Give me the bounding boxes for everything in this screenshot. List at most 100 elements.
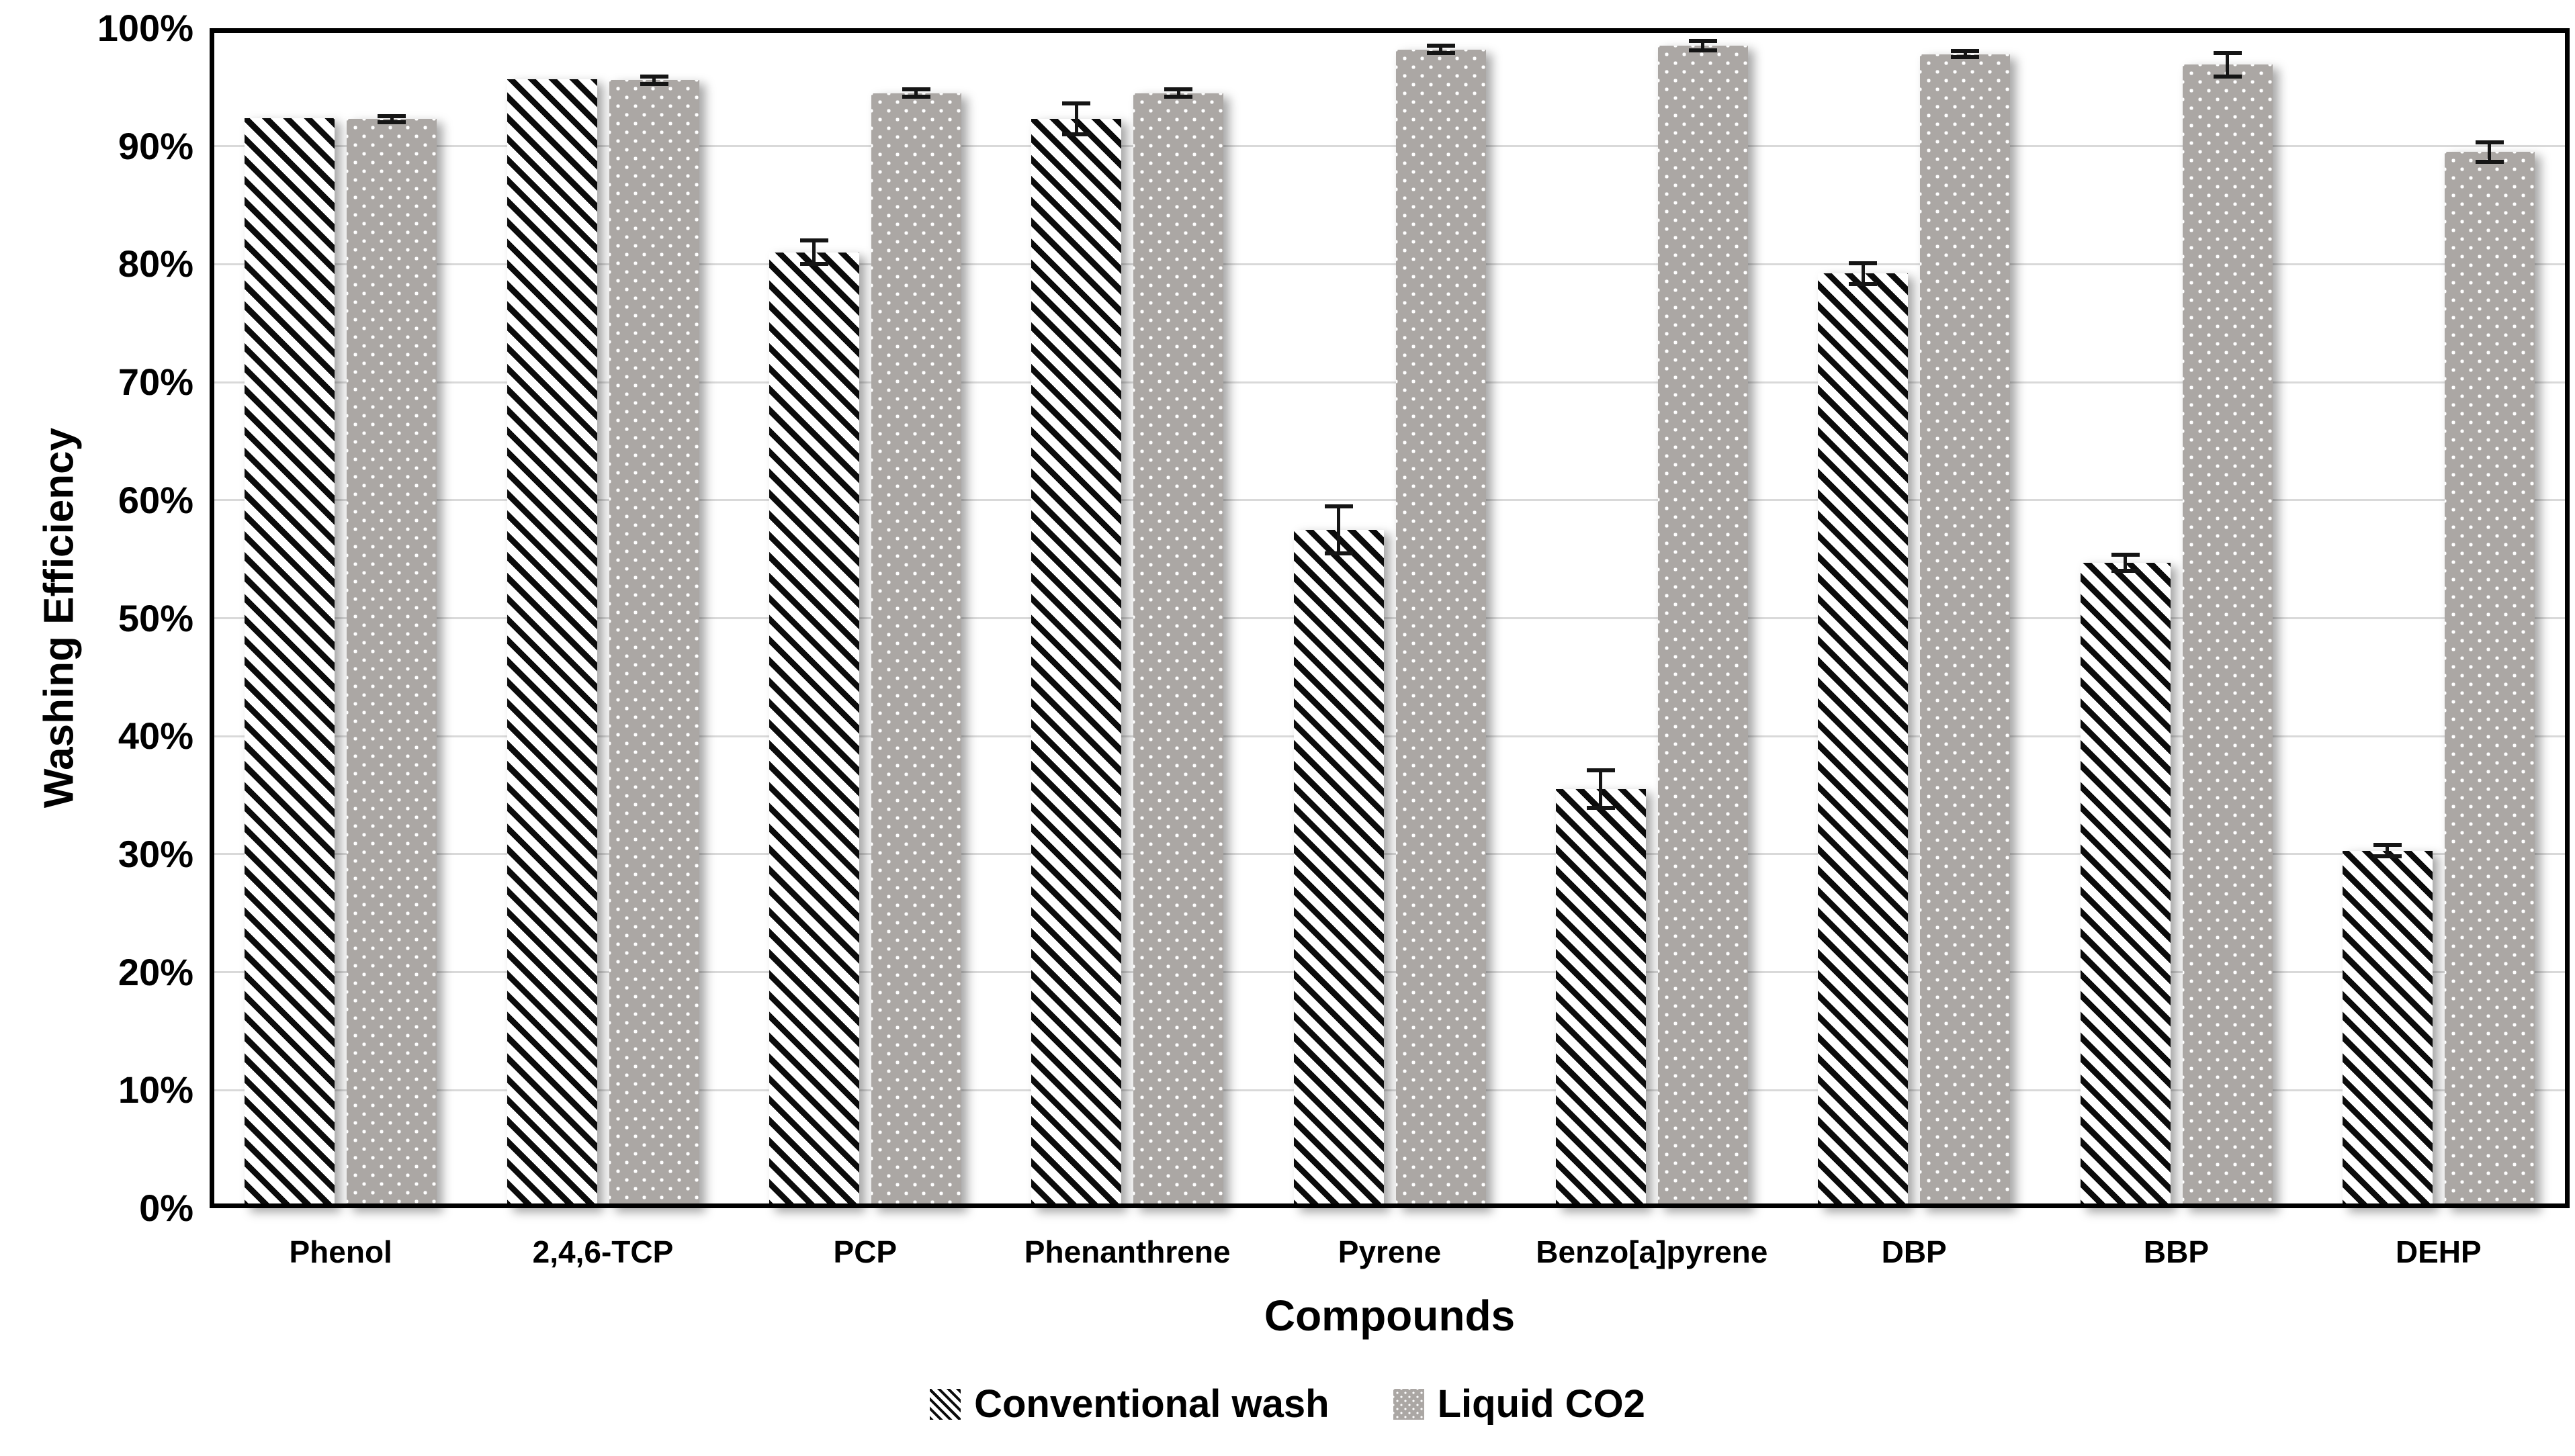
error-bar	[2226, 52, 2229, 77]
bar-liquid-co2	[609, 80, 699, 1208]
error-bar-cap	[2475, 160, 2504, 165]
error-bar-cap	[2373, 854, 2402, 859]
error-bar-cap	[1062, 132, 1091, 137]
bar-liquid-co2	[1657, 46, 1748, 1208]
bar-liquid-co2	[871, 93, 961, 1208]
gridline	[210, 971, 2570, 974]
error-bar-cap	[1849, 261, 1878, 265]
bar-conventional-wash	[2080, 562, 2171, 1208]
x-category-label: 2,4,6-TCP	[532, 1234, 674, 1269]
y-tick-label: 60%	[118, 478, 193, 521]
error-bar	[1861, 263, 1865, 285]
bar-liquid-co2	[1920, 54, 2011, 1208]
gridline	[210, 263, 2570, 265]
error-bar	[2488, 142, 2492, 163]
bar-conventional-wash	[1031, 119, 1122, 1208]
y-tick-label: 70%	[118, 361, 193, 404]
x-category-label: Benzo[a]pyrene	[1536, 1234, 1768, 1269]
error-bar-cap	[1688, 48, 1717, 53]
error-bar-cap	[1586, 768, 1615, 773]
bar-conventional-wash	[245, 118, 335, 1208]
error-bar-cap	[1951, 49, 1980, 54]
error-bar-cap	[640, 81, 668, 86]
error-bar-cap	[378, 120, 406, 124]
gridline	[210, 617, 2570, 619]
error-bar-cap	[2111, 552, 2140, 557]
error-bar	[1701, 41, 1705, 51]
bar-conventional-wash	[1818, 273, 1909, 1208]
error-bar-cap	[2213, 75, 2242, 79]
x-category-label: PCP	[833, 1234, 898, 1269]
error-bar	[652, 77, 656, 84]
error-bar	[2386, 844, 2390, 857]
gridline	[210, 499, 2570, 502]
error-bar-cap	[1324, 504, 1353, 508]
bar-liquid-co2	[2444, 152, 2535, 1208]
x-category-label: DBP	[1881, 1234, 1947, 1269]
bar-liquid-co2	[1133, 93, 1224, 1208]
x-category-label: DEHP	[2395, 1234, 2482, 1269]
error-bar-cap	[1426, 50, 1455, 55]
diagonal-hatch-swatch-icon	[930, 1389, 961, 1420]
bar-conventional-wash	[1555, 789, 1646, 1208]
error-bar-cap	[2373, 842, 2402, 847]
error-bar	[1337, 506, 1340, 553]
error-bar	[1176, 89, 1180, 97]
error-bar-cap	[378, 113, 406, 118]
y-tick-label: 90%	[118, 124, 193, 167]
gray-dotted-swatch-icon	[1393, 1389, 1424, 1420]
x-category-label: Phenol	[289, 1234, 392, 1269]
error-bar-cap	[2213, 50, 2242, 55]
error-bar-cap	[799, 238, 828, 243]
y-tick-label: 10%	[118, 1068, 193, 1111]
bar-liquid-co2	[1395, 49, 1486, 1208]
legend: Conventional wash Liquid CO2	[0, 1385, 2575, 1424]
y-tick-label: 30%	[118, 832, 193, 875]
error-bar	[812, 240, 816, 265]
legend-label-liquid-co2: Liquid CO2	[1437, 1382, 1645, 1426]
x-category-label: Phenanthrene	[1024, 1234, 1231, 1269]
error-bar	[1439, 46, 1442, 53]
x-axis-title: Compounds	[1264, 1291, 1516, 1340]
gridline	[210, 381, 2570, 383]
x-category-label: BBP	[2143, 1234, 2210, 1269]
y-tick-label: 100%	[97, 7, 193, 49]
error-bar-cap	[1324, 551, 1353, 555]
error-bar-cap	[2475, 140, 2504, 144]
legend-item-conventional-wash: Conventional wash	[930, 1385, 1329, 1424]
legend-label-conventional-wash: Conventional wash	[974, 1382, 1329, 1426]
bar-conventional-wash	[507, 79, 597, 1208]
error-bar-cap	[799, 262, 828, 267]
error-bar	[390, 116, 394, 122]
error-bar-cap	[1062, 101, 1091, 106]
bar-conventional-wash	[1293, 529, 1384, 1208]
y-tick-label: 0%	[139, 1187, 193, 1229]
gridline	[210, 853, 2570, 856]
y-tick-label: 20%	[118, 950, 193, 993]
y-tick-label: 50%	[118, 596, 193, 639]
x-category-label: Pyrene	[1338, 1234, 1442, 1269]
error-bar-cap	[640, 75, 668, 79]
error-bar-cap	[2111, 569, 2140, 574]
y-tick-label: 40%	[118, 715, 193, 758]
error-bar-cap	[1951, 55, 1980, 60]
error-bar	[914, 89, 918, 97]
gridline	[210, 1089, 2570, 1091]
legend-item-liquid-co2: Liquid CO2	[1393, 1385, 1645, 1424]
error-bar-cap	[1849, 282, 1878, 287]
bar-liquid-co2	[347, 119, 437, 1208]
error-bar-cap	[1586, 806, 1615, 811]
y-tick-label: 80%	[118, 242, 193, 285]
error-bar-cap	[902, 87, 930, 92]
bar-liquid-co2	[2182, 64, 2273, 1208]
error-bar-cap	[1688, 39, 1717, 44]
error-bar	[1963, 51, 1967, 58]
error-bar-cap	[902, 94, 930, 99]
gridline	[210, 145, 2570, 148]
error-bar-cap	[1164, 94, 1193, 99]
error-bar-cap	[1164, 87, 1193, 92]
error-bar	[1074, 103, 1078, 135]
gridline	[210, 735, 2570, 737]
error-bar	[1599, 770, 1603, 809]
